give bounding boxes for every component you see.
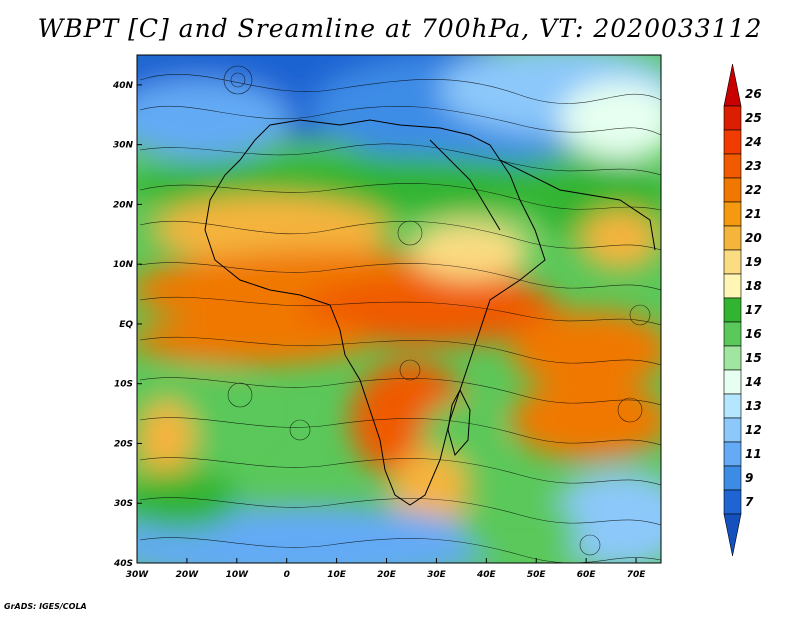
colorbar: 26 25 24 23 22 21 20 19 18 17 16 15 14 13 12 11 9 7 [723,63,762,557]
chart-title: WBPT [C] and Sreamline at 700hPa, VT: 20… [37,14,763,43]
colorbar-level-label: 19 [745,255,762,269]
colorbar-swatch [723,225,742,251]
lon-tick-label: 10E [327,570,347,580]
latitude-axis: 40N 30N 20N 10N EQ 10S 20S 30S 40S [112,81,142,569]
lon-tick-label: 50E [527,570,547,580]
lat-tick-label: 10S [114,380,133,390]
lat-tick-label: 10N [113,260,134,270]
colorbar-level-label: 18 [745,279,762,293]
colorbar-level-label: 11 [745,447,762,461]
lon-tick-label: 20E [377,570,397,580]
colorbar-swatch [723,177,742,203]
colorbar-level-label: 24 [745,135,762,149]
colorbar-swatch [723,417,742,443]
colorbar-swatch [723,129,742,155]
lon-tick-label: 30W [126,570,150,580]
colorbar-swatch [723,513,742,557]
colorbar-swatch [723,441,742,467]
colorbar-level-label: 14 [745,375,762,389]
colorbar-swatch [723,297,742,323]
colorbar-level-label: 20 [745,231,762,245]
colorbar-swatch [723,105,742,131]
colorbar-swatch [723,369,742,395]
lat-tick-label: 20S [114,439,133,449]
colorbar-swatch [723,489,742,515]
lat-tick-label: 30S [114,499,133,509]
lat-tick-label: 40N [112,81,134,91]
lon-tick-label: 60E [577,570,597,580]
lat-tick-label: EQ [119,320,133,330]
lon-tick-label: 10W [226,570,250,580]
colorbar-level-label: 21 [745,207,762,221]
colorbar-level-label: 25 [745,111,762,125]
colorbar-level-label: 17 [745,303,762,317]
lat-tick-label: 30N [113,141,134,151]
colorbar-level-label: 12 [745,423,762,437]
colorbar-level-label: 9 [745,471,753,485]
colorbar-swatch [723,249,742,275]
lat-tick-label: 40S [113,559,133,569]
colorbar-swatch [723,465,742,491]
lon-tick-label: 70E [627,570,647,580]
longitude-axis: 30W 20W 10W 0 10E 20E 30E 40E 50E 60E 70E [126,558,646,580]
lon-tick-label: 40E [476,570,497,580]
colorbar-swatch [723,153,742,179]
colorbar-level-label: 22 [745,183,762,197]
lon-tick-label: 0 [284,570,290,580]
wbpt-field [137,55,661,563]
colorbar-swatch [723,321,742,347]
colorbar-swatch [723,273,742,299]
colorbar-swatch [723,63,742,107]
coastline-overlay [204,119,656,506]
streamline-overlay [139,65,661,563]
colorbar-level-label: 13 [745,399,762,413]
colorbar-level-label: 23 [745,159,762,173]
colorbar-level-label: 16 [745,327,762,341]
lon-tick-label: 20W [176,570,200,580]
colorbar-level-label: 26 [745,87,762,101]
colorbar-level-label: 7 [745,495,754,509]
map-border [136,54,662,564]
grads-credit: GrADS: IGES/COLA [4,602,87,611]
colorbar-swatch [723,201,742,227]
lat-tick-label: 20N [113,200,134,210]
colorbar-swatch [723,393,742,419]
lon-tick-label: 30E [427,570,447,580]
colorbar-level-label: 15 [745,351,762,365]
colorbar-swatch [723,345,742,371]
